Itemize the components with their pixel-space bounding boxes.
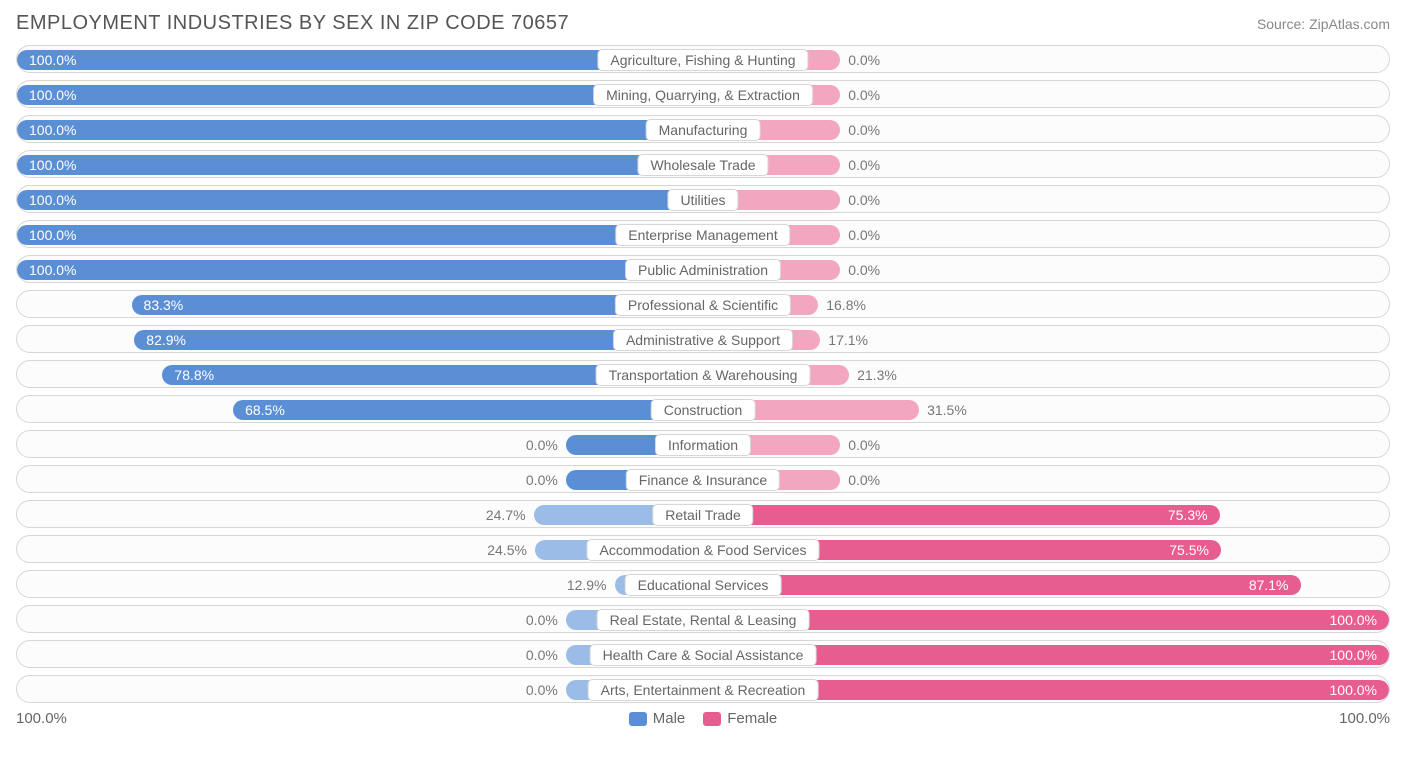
female-pct-label: 100.0%: [1330, 676, 1389, 703]
category-label: Health Care & Social Assistance: [590, 644, 817, 666]
male-pct-label: 0.0%: [526, 431, 566, 458]
category-label: Enterprise Management: [615, 224, 790, 246]
male-pct-label: 100.0%: [17, 81, 76, 108]
female-pct-label: 0.0%: [840, 256, 880, 283]
female-pct-label: 21.3%: [849, 361, 897, 388]
female-pct-label: 75.3%: [1168, 501, 1220, 528]
male-pct-label: 100.0%: [17, 116, 76, 143]
male-pct-label: 24.5%: [487, 536, 535, 563]
legend: Male Female: [629, 710, 778, 727]
male-bar: [233, 400, 703, 420]
female-pct-label: 0.0%: [840, 221, 880, 248]
axis-left-label: 100.0%: [16, 710, 67, 727]
category-label: Accommodation & Food Services: [587, 539, 820, 561]
female-bar: [703, 575, 1301, 595]
male-pct-label: 100.0%: [17, 46, 76, 73]
male-bar: [17, 260, 703, 280]
male-pct-label: 78.8%: [162, 361, 214, 388]
male-pct-label: 100.0%: [17, 186, 76, 213]
female-bar: [703, 505, 1220, 525]
legend-item-male: Male: [629, 710, 686, 727]
female-pct-label: 0.0%: [840, 431, 880, 458]
male-bar: [17, 190, 703, 210]
category-label: Public Administration: [625, 259, 781, 281]
male-pct-label: 82.9%: [134, 326, 186, 353]
category-label: Construction: [651, 399, 756, 421]
chart-row: 100.0% 0.0% Utilities: [16, 185, 1390, 213]
chart-source: Source: ZipAtlas.com: [1257, 16, 1390, 32]
male-pct-label: 100.0%: [17, 221, 76, 248]
category-label: Agriculture, Fishing & Hunting: [597, 49, 808, 71]
female-pct-label: 0.0%: [840, 186, 880, 213]
chart-row: 100.0% 0.0% Wholesale Trade: [16, 150, 1390, 178]
female-pct-label: 0.0%: [840, 116, 880, 143]
chart-row: 100.0% 0.0% Enterprise Management: [16, 220, 1390, 248]
category-label: Information: [655, 434, 751, 456]
male-pct-label: 24.7%: [486, 501, 534, 528]
chart-title: EMPLOYMENT INDUSTRIES BY SEX IN ZIP CODE…: [16, 12, 569, 35]
category-label: Professional & Scientific: [615, 294, 791, 316]
category-label: Transportation & Warehousing: [596, 364, 811, 386]
chart-header: EMPLOYMENT INDUSTRIES BY SEX IN ZIP CODE…: [16, 12, 1390, 35]
chart-row: 82.9% 17.1% Administrative & Support: [16, 325, 1390, 353]
female-pct-label: 16.8%: [818, 291, 866, 318]
category-label: Wholesale Trade: [637, 154, 768, 176]
category-label: Administrative & Support: [613, 329, 793, 351]
female-pct-label: 0.0%: [840, 46, 880, 73]
chart-row: 0.0% 0.0% Finance & Insurance: [16, 465, 1390, 493]
male-pct-label: 0.0%: [526, 641, 566, 668]
category-label: Finance & Insurance: [626, 469, 780, 491]
chart-row: 24.7% 75.3% Retail Trade: [16, 500, 1390, 528]
chart-footer: 100.0% Male Female 100.0%: [16, 710, 1390, 727]
chart-row: 0.0% 100.0% Health Care & Social Assistanc…: [16, 640, 1390, 668]
chart-row: 100.0% 0.0% Public Administration: [16, 255, 1390, 283]
chart-row: 0.0% 0.0% Information: [16, 430, 1390, 458]
male-pct-label: 83.3%: [132, 291, 184, 318]
legend-item-female: Female: [703, 710, 777, 727]
male-bar: [17, 225, 703, 245]
female-pct-label: 100.0%: [1330, 606, 1389, 633]
female-pct-label: 100.0%: [1330, 641, 1389, 668]
female-pct-label: 17.1%: [820, 326, 868, 353]
category-label: Retail Trade: [652, 504, 753, 526]
male-pct-label: 0.0%: [526, 676, 566, 703]
chart-row: 78.8% 21.3% Transportation & Warehousing: [16, 360, 1390, 388]
category-label: Manufacturing: [646, 119, 761, 141]
female-pct-label: 0.0%: [840, 81, 880, 108]
male-swatch-icon: [629, 712, 647, 726]
category-label: Mining, Quarrying, & Extraction: [593, 84, 813, 106]
female-pct-label: 75.5%: [1169, 536, 1221, 563]
chart-row: 100.0% 0.0% Manufacturing: [16, 115, 1390, 143]
male-pct-label: 68.5%: [233, 396, 285, 423]
category-label: Educational Services: [625, 574, 782, 596]
chart-row: 12.9% 87.1% Educational Services: [16, 570, 1390, 598]
chart-row: 0.0% 100.0% Real Estate, Rental & Leasing: [16, 605, 1390, 633]
female-pct-label: 0.0%: [840, 466, 880, 493]
axis-right-label: 100.0%: [1339, 710, 1390, 727]
chart-row: 100.0% 0.0% Agriculture, Fishing & Hunting: [16, 45, 1390, 73]
male-bar: [17, 120, 703, 140]
chart-row: 68.5% 31.5% Construction: [16, 395, 1390, 423]
chart-row: 83.3% 16.8% Professional & Scientific: [16, 290, 1390, 318]
male-pct-label: 0.0%: [526, 466, 566, 493]
legend-male-label: Male: [653, 710, 686, 727]
male-pct-label: 100.0%: [17, 256, 76, 283]
female-pct-label: 31.5%: [919, 396, 967, 423]
male-bar: [17, 155, 703, 175]
female-swatch-icon: [703, 712, 721, 726]
chart-row: 0.0% 100.0% Arts, Entertainment & Recreati…: [16, 675, 1390, 703]
category-label: Arts, Entertainment & Recreation: [588, 679, 819, 701]
category-label: Utilities: [667, 189, 738, 211]
female-pct-label: 87.1%: [1249, 571, 1301, 598]
chart-row: 100.0% 0.0% Mining, Quarrying, & Extractio…: [16, 80, 1390, 108]
male-pct-label: 0.0%: [526, 606, 566, 633]
category-label: Real Estate, Rental & Leasing: [597, 609, 810, 631]
female-pct-label: 0.0%: [840, 151, 880, 178]
legend-female-label: Female: [727, 710, 777, 727]
diverging-bar-chart: 100.0% 0.0% Agriculture, Fishing & Hunting…: [16, 45, 1390, 703]
male-pct-label: 12.9%: [567, 571, 615, 598]
male-pct-label: 100.0%: [17, 151, 76, 178]
chart-row: 24.5% 75.5% Accommodation & Food Services: [16, 535, 1390, 563]
